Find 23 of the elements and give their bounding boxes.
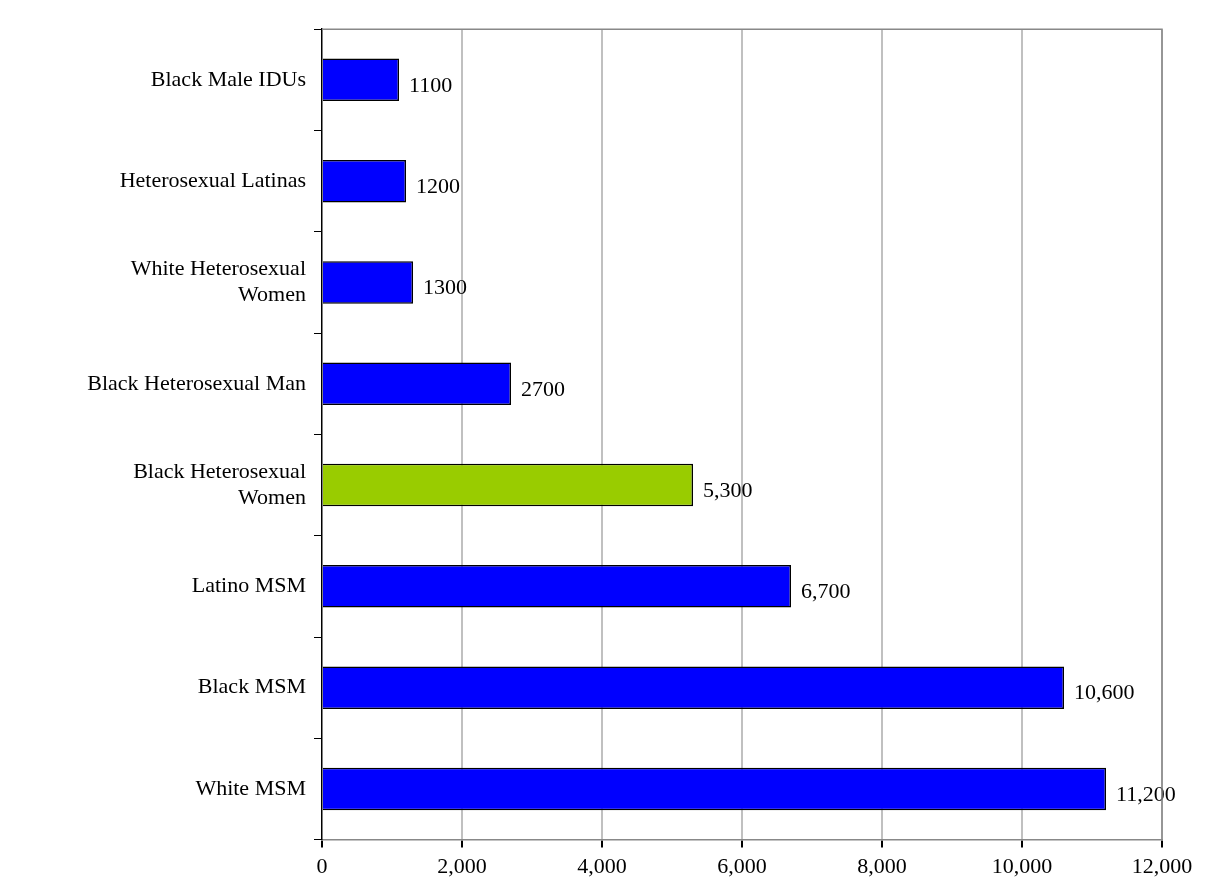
- x-tick-label: 0: [316, 852, 328, 878]
- data-label: 6,700: [801, 578, 851, 604]
- data-label: 11,200: [1116, 780, 1176, 806]
- y-tick-label: Heterosexual Latinas: [119, 166, 306, 192]
- x-tick-label: 10,000: [991, 852, 1053, 878]
- x-tick-label: 6,000: [717, 852, 767, 878]
- y-tick-label: Black MSM: [197, 673, 306, 699]
- x-tick-label: 4,000: [577, 852, 627, 878]
- y-tick-label: Black Heterosexual Women: [133, 457, 306, 510]
- y-tick-label: Black Male IDUs: [150, 65, 306, 91]
- x-tick-label: 2,000: [437, 852, 487, 878]
- data-label: 10,600: [1074, 679, 1135, 705]
- y-tick-label: White Heterosexual Women: [130, 255, 306, 307]
- y-tick-label: White MSM: [195, 774, 306, 800]
- data-label: 1200: [416, 172, 460, 198]
- data-label: 1100: [409, 71, 453, 97]
- x-tick-label: 8,000: [857, 852, 907, 878]
- y-tick-label: Black Heterosexual Man: [87, 369, 306, 395]
- data-label: 2700: [521, 375, 565, 401]
- y-tick-label: Latino MSM: [191, 572, 306, 598]
- data-label: 5,300: [703, 476, 753, 502]
- data-label: 1300: [423, 274, 467, 300]
- x-tick-label: 12,000: [1131, 852, 1193, 878]
